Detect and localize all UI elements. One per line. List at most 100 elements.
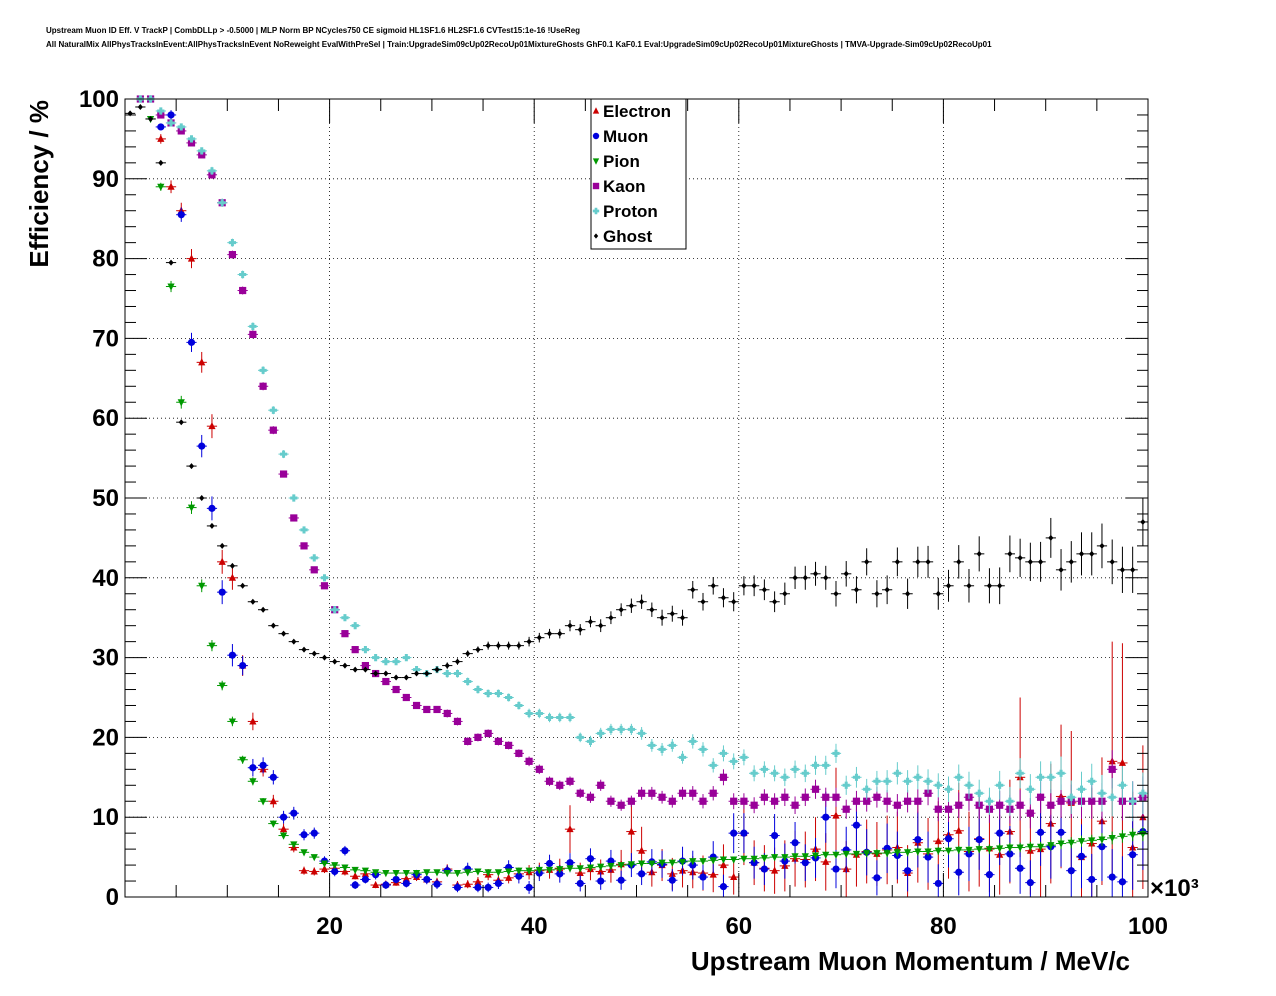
pion-point (985, 846, 994, 854)
y-tick-label: 60 (92, 405, 119, 432)
pion-point (873, 850, 881, 858)
proton-point (719, 749, 728, 757)
pion-point (719, 856, 728, 864)
ghost-point (413, 670, 420, 677)
proton-point (597, 729, 605, 738)
electron-point (198, 358, 206, 366)
muon-point (474, 883, 482, 892)
pion-point (944, 847, 953, 855)
ghost-point (802, 574, 808, 581)
pion-point (412, 870, 421, 878)
proton-point (484, 689, 492, 698)
proton-point (1129, 797, 1137, 805)
kaon-point (822, 793, 830, 801)
electron-point (464, 880, 472, 888)
tick-labels: 0 10 20 30 40 50 60 70 80 90 100 20 40 60 80 100 (79, 86, 1168, 940)
kaon-point (689, 789, 697, 797)
kaon-point (576, 789, 584, 797)
pion-point (852, 850, 861, 859)
muon-point (310, 829, 318, 837)
ghost-point (240, 582, 246, 589)
kaon-point (464, 737, 472, 745)
proton-point (474, 685, 482, 694)
kaon-point (771, 797, 779, 805)
proton-point (290, 494, 298, 502)
electron-point (771, 866, 779, 874)
series-pion (145, 115, 1148, 878)
kaon-point (351, 646, 359, 654)
proton-point (1067, 793, 1075, 801)
proton-point (627, 725, 635, 734)
y-tick-label: 10 (92, 804, 119, 831)
series-ghost (125, 103, 1148, 681)
ghost-point (526, 638, 532, 645)
muon-point (944, 835, 953, 843)
pion-point (464, 869, 472, 877)
kaon-point (883, 797, 891, 805)
muon-point (852, 821, 861, 829)
ghost-point (904, 590, 911, 597)
ghost-point (475, 646, 481, 653)
muon-point (1067, 867, 1075, 875)
pion-point (842, 850, 850, 859)
muon-point (341, 847, 349, 855)
electron-point (934, 836, 942, 845)
kaon-point (157, 111, 165, 119)
legend-marker-kaon (592, 182, 600, 190)
electron-point (228, 573, 237, 581)
kaon-point (893, 801, 901, 809)
pion-point (791, 853, 799, 861)
electron-point (402, 874, 410, 882)
pion-point (975, 846, 983, 854)
electron-point (218, 557, 226, 565)
pion-point (443, 870, 451, 878)
pion-point (1036, 843, 1045, 851)
pion-point (228, 718, 237, 726)
kaon-point (453, 717, 462, 726)
pion-point (484, 869, 492, 877)
ghost-point (782, 590, 788, 597)
muon-point (269, 773, 277, 781)
ghost-point (188, 463, 195, 470)
kaon-point (627, 797, 635, 805)
proton-point (842, 781, 850, 789)
proton-point (658, 745, 666, 753)
proton-point (955, 773, 963, 781)
kaon-point (781, 793, 789, 801)
ghost-point (986, 582, 993, 589)
ghost-point (700, 598, 706, 605)
legend-marker-proton (592, 207, 600, 215)
proton-point (535, 709, 543, 718)
ghost-point (690, 586, 696, 593)
x-tick-label: 40 (521, 913, 548, 940)
ghost-point (465, 650, 471, 657)
ghost-point (598, 622, 604, 629)
muon-point (249, 764, 257, 772)
ghost-point (935, 590, 941, 597)
proton-point (1047, 773, 1055, 781)
proton-point (617, 725, 625, 734)
pion-point (320, 860, 329, 868)
y-tick-label: 90 (92, 166, 119, 193)
muon-point (1108, 873, 1116, 881)
kaon-point (474, 733, 482, 741)
kaon-point (791, 801, 799, 809)
kaon-point (760, 793, 768, 801)
muon-point (1098, 843, 1106, 851)
pion-point (259, 798, 267, 806)
legend-label-pion: Pion (603, 152, 640, 171)
muon-point (402, 879, 410, 888)
ghost-point (587, 618, 594, 625)
kaon-point (177, 127, 185, 135)
ghost-point (710, 582, 716, 589)
electron-point (167, 182, 175, 190)
muon-point (1036, 828, 1045, 836)
pion-point (372, 869, 380, 877)
pion-point (638, 860, 646, 868)
ghost-point (1099, 542, 1105, 549)
pion-point (586, 864, 595, 872)
kaon-point (668, 797, 676, 805)
pion-point (955, 846, 963, 855)
kaon-point (269, 426, 277, 434)
legend-label-kaon: Kaon (603, 177, 646, 196)
